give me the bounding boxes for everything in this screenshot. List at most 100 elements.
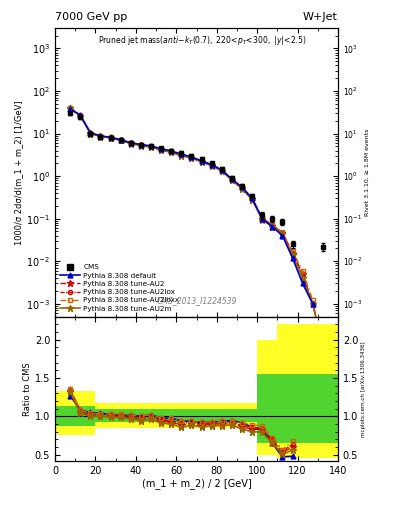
Pythia 8.308 tune-AU2loxx <box>78 112 83 118</box>
Pythia 8.308 tune-AU2lox <box>108 134 113 140</box>
Pythia 8.308 tune-AU2loxx <box>219 167 224 173</box>
Pythia 8.308 tune-AU2lox <box>300 271 305 277</box>
Pythia 8.308 tune-AU2loxx <box>88 130 93 136</box>
Pythia 8.308 tune-AU2 <box>300 271 305 277</box>
Pythia 8.308 tune-AU2lox <box>240 185 244 191</box>
Pythia 8.308 default <box>68 106 73 112</box>
Pythia 8.308 tune-AU2 <box>169 149 174 155</box>
Y-axis label: mcplots.cern.ch [arXiv:1306.3436]: mcplots.cern.ch [arXiv:1306.3436] <box>361 341 366 437</box>
Pythia 8.308 tune-AU2loxx <box>139 141 143 147</box>
Y-axis label: 1000/σ 2dσ/d(m_1 + m_2) [1/GeV]: 1000/σ 2dσ/d(m_1 + m_2) [1/GeV] <box>15 100 24 245</box>
Pythia 8.308 default <box>209 162 214 168</box>
Pythia 8.308 tune-AU2loxx <box>159 146 163 152</box>
Pythia 8.308 tune-AU2lox <box>169 148 174 155</box>
Pythia 8.308 tune-AU2m <box>68 105 73 111</box>
Pythia 8.308 default <box>230 176 234 182</box>
Pythia 8.308 tune-AU2m <box>149 144 153 150</box>
Pythia 8.308 tune-AU2 <box>179 152 184 158</box>
Y-axis label: Rivet 3.1.10, ≥ 1.8M events: Rivet 3.1.10, ≥ 1.8M events <box>365 129 370 216</box>
Pythia 8.308 tune-AU2lox <box>179 152 184 158</box>
Pythia 8.308 tune-AU2 <box>270 223 275 229</box>
Pythia 8.308 default <box>250 195 254 201</box>
Pythia 8.308 tune-AU2lox <box>199 158 204 164</box>
Pythia 8.308 tune-AU2m <box>179 153 184 159</box>
Pythia 8.308 tune-AU2m <box>139 142 143 148</box>
Pythia 8.308 tune-AU2lox <box>320 343 325 349</box>
Pythia 8.308 tune-AU2 <box>310 301 315 307</box>
Pythia 8.308 tune-AU2lox <box>159 146 163 152</box>
Text: 7000 GeV pp: 7000 GeV pp <box>55 12 127 23</box>
Pythia 8.308 tune-AU2 <box>118 137 123 143</box>
Pythia 8.308 tune-AU2m <box>209 163 214 169</box>
Pythia 8.308 tune-AU2loxx <box>250 195 254 201</box>
Pythia 8.308 tune-AU2 <box>108 135 113 141</box>
Pythia 8.308 tune-AU2lox <box>209 162 214 168</box>
Pythia 8.308 tune-AU2 <box>290 251 295 257</box>
Pythia 8.308 tune-AU2loxx <box>179 151 184 157</box>
Pythia 8.308 tune-AU2lox <box>68 104 73 111</box>
Pythia 8.308 default <box>199 158 204 164</box>
Line: Pythia 8.308 tune-AU2lox: Pythia 8.308 tune-AU2lox <box>68 105 325 348</box>
Pythia 8.308 tune-AU2loxx <box>68 104 73 111</box>
Pythia 8.308 tune-AU2loxx <box>310 297 315 304</box>
Pythia 8.308 tune-AU2loxx <box>300 268 305 274</box>
Pythia 8.308 tune-AU2m <box>118 137 123 143</box>
Pythia 8.308 tune-AU2loxx <box>129 140 133 146</box>
Pythia 8.308 tune-AU2 <box>68 105 73 111</box>
Pythia 8.308 tune-AU2m <box>320 343 325 349</box>
Pythia 8.308 tune-AU2loxx <box>209 162 214 168</box>
Pythia 8.308 tune-AU2loxx <box>320 343 325 349</box>
Pythia 8.308 default <box>139 141 143 147</box>
Pythia 8.308 tune-AU2 <box>88 130 93 136</box>
Pythia 8.308 default <box>270 224 275 230</box>
Pythia 8.308 tune-AU2loxx <box>230 176 234 182</box>
Pythia 8.308 tune-AU2 <box>320 343 325 349</box>
Pythia 8.308 tune-AU2loxx <box>169 148 174 154</box>
Pythia 8.308 tune-AU2m <box>219 168 224 174</box>
Pythia 8.308 tune-AU2m <box>300 275 305 281</box>
Pythia 8.308 tune-AU2loxx <box>98 133 103 139</box>
Pythia 8.308 default <box>179 151 184 157</box>
Pythia 8.308 tune-AU2lox <box>129 140 133 146</box>
Pythia 8.308 tune-AU2loxx <box>108 134 113 140</box>
Pythia 8.308 tune-AU2m <box>129 141 133 147</box>
Pythia 8.308 tune-AU2lox <box>280 230 285 236</box>
Pythia 8.308 tune-AU2 <box>149 144 153 150</box>
Pythia 8.308 tune-AU2lox <box>219 167 224 174</box>
Pythia 8.308 default <box>169 148 174 154</box>
Pythia 8.308 tune-AU2m <box>290 252 295 258</box>
Text: CMS_2013_I1224539: CMS_2013_I1224539 <box>156 296 237 305</box>
Pythia 8.308 tune-AU2loxx <box>260 215 264 221</box>
Pythia 8.308 tune-AU2m <box>159 147 163 153</box>
Text: W+Jet: W+Jet <box>303 12 338 23</box>
Pythia 8.308 tune-AU2 <box>199 159 204 165</box>
Pythia 8.308 tune-AU2m <box>270 224 275 230</box>
Pythia 8.308 tune-AU2 <box>230 177 234 183</box>
Pythia 8.308 tune-AU2lox <box>310 301 315 307</box>
Pythia 8.308 default <box>240 184 244 190</box>
Pythia 8.308 tune-AU2loxx <box>118 137 123 143</box>
Pythia 8.308 tune-AU2m <box>108 135 113 141</box>
Pythia 8.308 tune-AU2 <box>250 196 254 202</box>
Pythia 8.308 tune-AU2m <box>199 159 204 165</box>
Pythia 8.308 tune-AU2m <box>260 217 264 223</box>
Pythia 8.308 tune-AU2m <box>240 186 244 192</box>
Pythia 8.308 tune-AU2loxx <box>280 229 285 236</box>
Line: Pythia 8.308 tune-AU2m: Pythia 8.308 tune-AU2m <box>67 105 326 350</box>
Pythia 8.308 default <box>290 255 295 261</box>
Pythia 8.308 default <box>78 112 83 118</box>
Pythia 8.308 tune-AU2m <box>169 150 174 156</box>
Pythia 8.308 tune-AU2 <box>129 140 133 146</box>
Pythia 8.308 tune-AU2 <box>98 133 103 139</box>
Line: Pythia 8.308 tune-AU2loxx: Pythia 8.308 tune-AU2loxx <box>68 105 325 348</box>
Pythia 8.308 tune-AU2 <box>219 167 224 174</box>
Pythia 8.308 default <box>88 130 93 136</box>
Pythia 8.308 tune-AU2loxx <box>149 143 153 149</box>
X-axis label: (m_1 + m_2) / 2 [GeV]: (m_1 + m_2) / 2 [GeV] <box>141 478 252 489</box>
Pythia 8.308 tune-AU2 <box>280 230 285 237</box>
Pythia 8.308 default <box>98 133 103 139</box>
Pythia 8.308 default <box>260 216 264 222</box>
Pythia 8.308 tune-AU2lox <box>98 133 103 139</box>
Pythia 8.308 default <box>280 232 285 239</box>
Pythia 8.308 default <box>310 301 315 307</box>
